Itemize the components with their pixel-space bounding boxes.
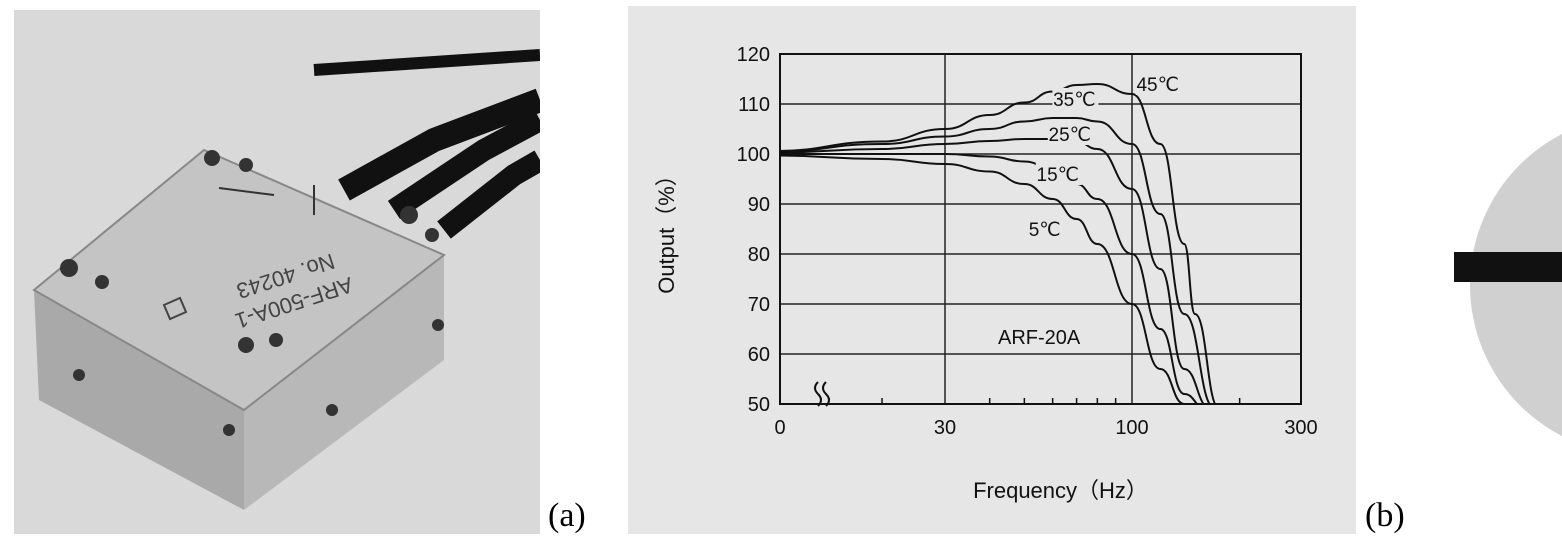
cable xyxy=(437,150,540,239)
series-label-background xyxy=(1047,123,1094,145)
cable xyxy=(313,49,540,76)
series-line xyxy=(780,117,1211,404)
box-front-face xyxy=(34,290,244,510)
series-label: 25℃ xyxy=(1049,125,1091,146)
series-label: 45℃ xyxy=(1136,75,1178,96)
axis-break-mark xyxy=(814,381,830,407)
axes: 0 30 100 300 50 60 70 80 90 100 110 120 xyxy=(737,44,1318,439)
y-tick-label: 70 xyxy=(748,294,770,316)
screw-holes xyxy=(60,150,444,436)
y-tick-label: 60 xyxy=(748,344,770,366)
axis-markings xyxy=(218,185,315,215)
output-frequency-chart: 0 30 100 300 50 60 70 80 90 100 110 120 5℃ 15℃ 25℃ 35℃… xyxy=(628,6,1356,534)
x-tick-label: 100 xyxy=(1115,417,1148,439)
y-tick-label: 120 xyxy=(737,44,770,66)
series-line xyxy=(780,82,1217,404)
sensor-photo: ARF-500A-1 No. 40243 xyxy=(14,10,540,534)
y-tick-label: 50 xyxy=(748,394,770,416)
series-label-background xyxy=(1052,88,1099,110)
series-label-background xyxy=(1035,163,1082,185)
x-tick-label: 30 xyxy=(934,417,956,439)
x-tick-label: 0 xyxy=(774,417,785,439)
cable xyxy=(338,88,540,201)
cropped-figure-edge xyxy=(1454,133,1562,437)
series-label: 35℃ xyxy=(1053,90,1095,111)
round-object xyxy=(1470,133,1562,437)
panel-label-a: (a) xyxy=(548,497,586,534)
series-label-background xyxy=(1135,73,1182,95)
y-tick-label: 110 xyxy=(738,94,770,116)
series-label: 15℃ xyxy=(1037,165,1079,186)
series-line xyxy=(780,154,1189,404)
series-label: 5℃ xyxy=(1029,220,1061,241)
y-tick-label: 100 xyxy=(737,144,770,166)
cable xyxy=(387,110,540,220)
x-axis-title: Frequency（Hz） xyxy=(973,478,1148,503)
series-label-background xyxy=(1022,218,1069,240)
y-tick-label: 90 xyxy=(748,194,770,216)
chart-annotation: ARF-20A xyxy=(998,327,1081,349)
panel-label-b: (b) xyxy=(1365,497,1405,534)
y-tick-label: 80 xyxy=(748,244,770,266)
dark-rod xyxy=(1454,252,1562,282)
x-tick-label: 300 xyxy=(1284,417,1317,439)
logo-mark xyxy=(162,296,188,321)
box-top-face xyxy=(32,148,446,412)
chart-background xyxy=(628,6,1356,534)
series-labels: 5℃ 15℃ 25℃ 35℃ 45℃ xyxy=(1022,73,1182,241)
y-axis-title: Output（%） xyxy=(654,164,679,294)
plot-frame xyxy=(779,53,1302,405)
box-side-face xyxy=(244,255,444,510)
